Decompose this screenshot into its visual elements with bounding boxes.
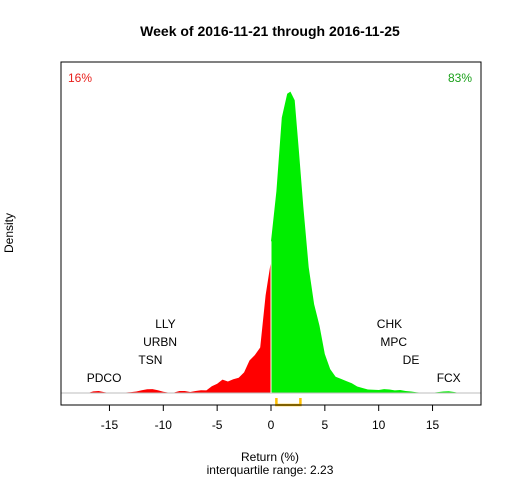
- x-tick-label: -5: [212, 418, 223, 432]
- iqr-bracket: [275, 398, 302, 407]
- ticker-label: URBN: [143, 335, 177, 349]
- right-percent-label: 83%: [448, 71, 472, 85]
- ticker-label: MPC: [380, 335, 407, 349]
- x-tick-label: -15: [101, 418, 119, 432]
- iqr-subtitle: interquartile range: 2.23: [207, 463, 334, 477]
- x-axis-label: Return (%): [241, 450, 299, 464]
- ticker-label: LLY: [155, 317, 175, 331]
- plot-area: [61, 91, 481, 407]
- left-percent-label: 16%: [68, 71, 92, 85]
- x-tick-label: 5: [322, 418, 329, 432]
- x-tick-label: 10: [372, 418, 386, 432]
- ticker-label: TSN: [138, 353, 162, 367]
- y-axis-label: Density: [2, 213, 16, 253]
- positive-density-area: [271, 91, 460, 393]
- ticker-label: CHK: [377, 317, 402, 331]
- chart-title: Week of 2016-11-21 through 2016-11-25: [140, 23, 400, 39]
- ticker-label: DE: [403, 353, 420, 367]
- x-axis: -15 -10 -5 0 5 10 15: [101, 405, 440, 432]
- negative-density-area: [87, 260, 272, 393]
- x-tick-label: 15: [426, 418, 440, 432]
- x-tick-label: -10: [155, 418, 173, 432]
- x-tick-label: 0: [268, 418, 275, 432]
- ticker-label: FCX: [437, 371, 461, 385]
- ticker-label: PDCO: [87, 371, 122, 385]
- ticker-annotations: PDCO TSN URBN LLY FCX DE MPC CHK: [87, 317, 461, 385]
